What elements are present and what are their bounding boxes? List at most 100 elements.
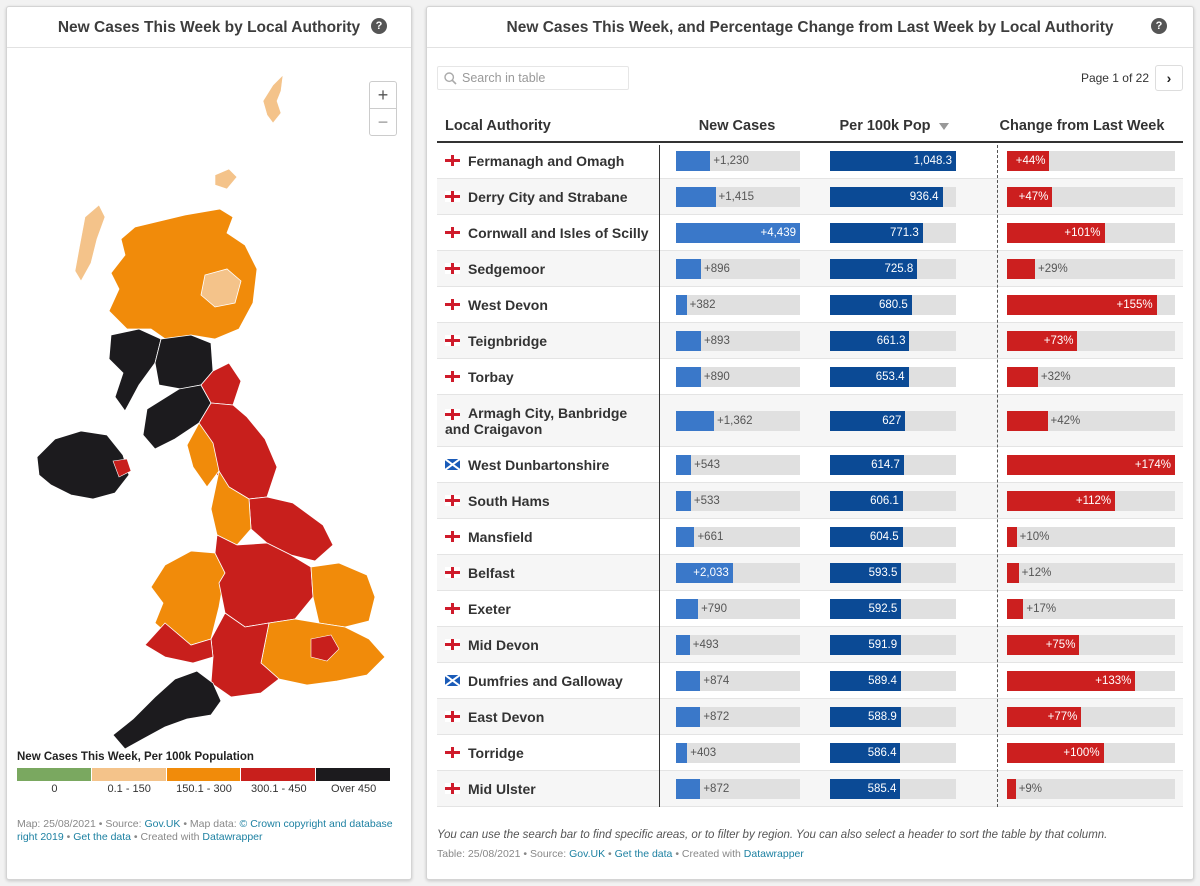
per-100k-bar-track: 592.5 [830,598,956,619]
change-value: +112% [1075,494,1112,507]
map-region-london [310,634,340,662]
new-cases-value: +790 [701,602,727,615]
local-authority-cell: Fermanagh and Omagh [445,143,655,178]
change-bar-track: +17% [1007,598,1175,619]
table-row: Derry City and Strabane +1,415 936.4 +47% [437,179,1183,215]
datawrapper-link[interactable]: Datawrapper [202,831,263,843]
change-value: +9% [1018,782,1043,795]
england-flag-icon [445,531,460,542]
per-100k-bar-track: 604.5 [830,526,956,547]
map-footer: Map: 25/08/2021 • Source: Gov.UK • Map d… [17,818,393,843]
column-header-per-100k[interactable]: Per 100k Pop [829,118,959,134]
table-row: Mid Devon +493 591.9 +75% [437,627,1183,663]
map-region-cumbria [186,422,220,488]
new-cases-bar-track: +872 [676,706,800,727]
change-value: +42% [1050,414,1081,427]
map-region-south-west [112,670,222,750]
table-note: You can use the search bar to find speci… [437,829,1108,841]
legend-swatch [316,768,390,781]
change-bar [1007,526,1017,547]
new-cases-value: +382 [689,298,716,311]
divider [7,47,411,48]
new-cases-value: +493 [692,638,719,651]
legend-label: 0 [51,783,58,795]
per-100k-bar [830,410,906,431]
get-data-link[interactable]: Get the data [73,831,132,843]
help-icon[interactable]: ? [1151,18,1167,34]
source-link[interactable]: Gov.UK [144,818,181,830]
get-data-link[interactable]: Get the data [614,848,673,860]
per-100k-bar [830,454,904,475]
help-icon[interactable]: ? [371,18,387,34]
zoom-out-button[interactable]: − [369,108,397,136]
column-header-new-cases[interactable]: New Cases [698,118,776,134]
new-cases-bar [676,634,690,655]
map-region-belfast [112,458,132,478]
change-bar [1007,186,1053,207]
datawrapper-link[interactable]: Datawrapper [743,848,804,860]
change-value: +174% [1134,458,1171,471]
change-value: +155% [1116,298,1153,311]
local-authority-cell: Torridge [445,735,655,770]
per-100k-value: 606.1 [870,494,899,507]
new-cases-bar [676,742,688,763]
change-bar-track: +73% [1007,330,1175,351]
search-input[interactable] [462,69,622,87]
local-authority-name: Mid Devon [468,636,539,653]
local-authority-cell: Sedgemoor [445,251,655,286]
change-value: +17% [1026,602,1057,615]
sort-desc-icon [938,122,949,130]
new-cases-value: +872 [703,710,730,723]
source-link[interactable]: Gov.UK [569,848,606,860]
uk-choropleth-map[interactable] [15,67,405,757]
new-cases-value: +872 [703,782,730,795]
change-bar [1007,598,1024,619]
column-header-local-authority[interactable]: Local Authority [445,118,551,134]
local-authority-cell: Belfast [445,555,655,590]
table-row: East Devon +872 588.9 +77% [437,699,1183,735]
per-100k-bar [830,598,902,619]
england-flag-icon [445,711,460,722]
local-authority-cell: Mansfield [445,519,655,554]
new-cases-bar [676,454,692,475]
new-cases-bar-track: +896 [676,258,800,279]
per-100k-bar-track: 585.4 [830,778,956,799]
local-authority-cell: South Hams [445,483,655,518]
new-cases-bar-track: +893 [676,330,800,351]
local-authority-name: Sedgemoor [468,260,546,277]
ulster-flag-icon [445,191,460,202]
new-cases-bar [676,562,733,583]
table-row: Mid Ulster +872 585.4 +9% [437,771,1183,807]
per-100k-bar [830,634,902,655]
change-bar-track: +77% [1007,706,1175,727]
per-100k-value: 592.5 [868,602,898,615]
next-page-button[interactable]: › [1155,65,1183,91]
new-cases-bar [676,366,701,387]
change-bar-track: +10% [1007,526,1175,547]
new-cases-value: +4,439 [760,226,797,239]
table-row: Torbay +890 653.4 +32% [437,359,1183,395]
new-cases-value: +2,033 [693,566,729,579]
new-cases-bar-track: +493 [676,634,800,655]
scotland-flag-icon [445,459,460,470]
change-bar-track: +32% [1007,366,1175,387]
local-authority-cell: Exeter [445,591,655,626]
england-flag-icon [445,603,460,614]
search-box[interactable] [437,66,629,90]
column-header-change[interactable]: Change from Last Week [999,118,1165,134]
new-cases-bar-track: +1,230 [676,150,800,171]
per-100k-bar-track: 589.4 [830,670,956,691]
local-authority-name: West Dunbartonshire [468,456,610,473]
change-bar [1007,706,1082,727]
copyright-link[interactable]: © Crown copyright and database right 201… [17,818,393,843]
map-region-western-isles [74,204,106,282]
per-100k-bar-track: 680.5 [830,294,956,315]
new-cases-bar [676,778,701,799]
new-cases-value: +543 [694,458,721,471]
zoom-in-button[interactable]: + [369,81,397,109]
per-100k-bar-track: 661.3 [830,330,956,351]
new-cases-value: +896 [704,262,730,275]
data-table: Local Authority New Cases Per 100k Pop C… [437,113,1183,807]
per-100k-bar-track: 593.5 [830,562,956,583]
change-value: +10% [1019,530,1050,543]
